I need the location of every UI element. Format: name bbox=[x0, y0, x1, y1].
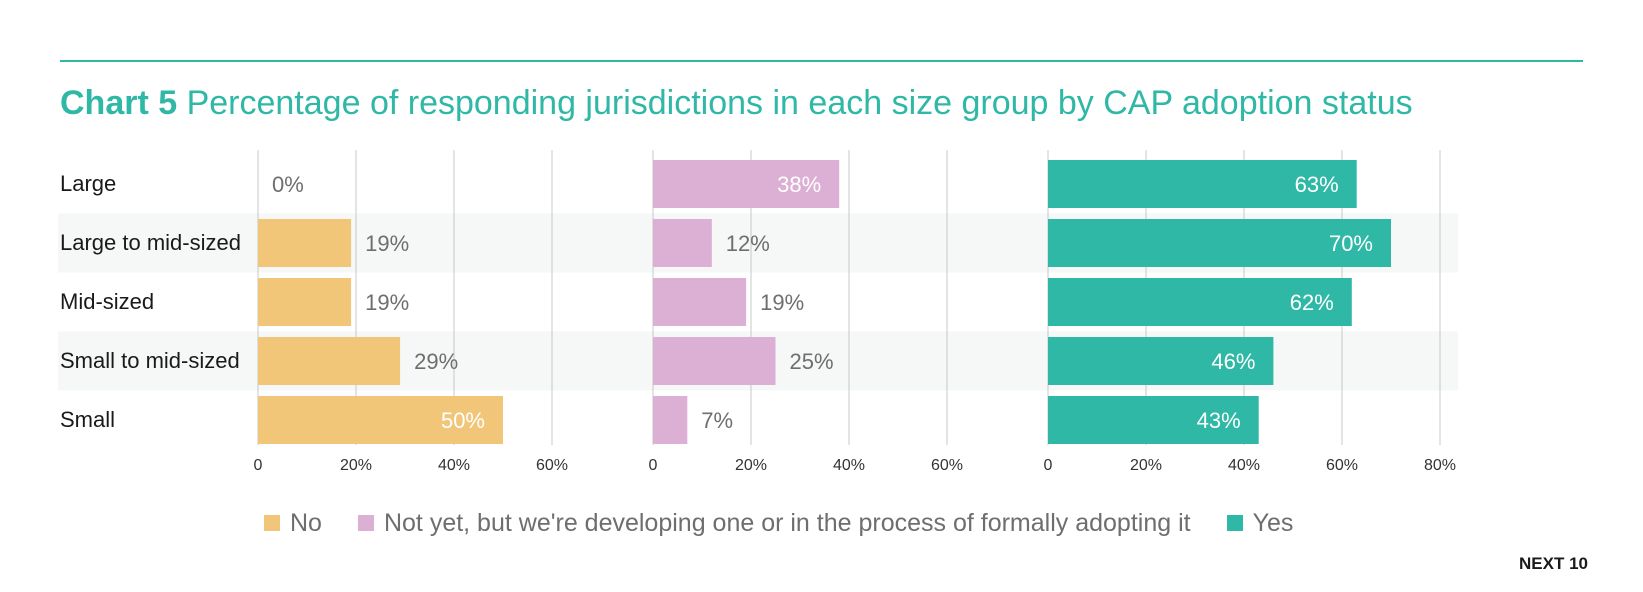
data-label: 29% bbox=[414, 349, 458, 374]
bar bbox=[653, 160, 840, 208]
legend-item-no: No bbox=[264, 509, 322, 538]
bar bbox=[1048, 160, 1357, 208]
legend-label-no: No bbox=[290, 508, 322, 537]
data-label: 50% bbox=[441, 408, 485, 433]
legend-swatch-not-yet bbox=[357, 515, 374, 531]
x-tick-label: 60% bbox=[931, 457, 963, 474]
bar bbox=[258, 219, 352, 267]
data-label: 19% bbox=[760, 290, 804, 315]
x-tick-label: 20% bbox=[1130, 457, 1162, 474]
category-label: Large to mid-sized bbox=[60, 230, 241, 255]
x-tick-label: 60% bbox=[536, 457, 568, 474]
bar bbox=[653, 337, 776, 385]
legend-item-yes: Yes bbox=[1226, 508, 1294, 538]
chart-title-text: Percentage of responding jurisdictions i… bbox=[186, 84, 1413, 122]
x-tick-label: 20% bbox=[735, 457, 767, 474]
legend-label-not-yet: Not yet, but we're developing one or in … bbox=[383, 508, 1191, 537]
data-label: 70% bbox=[1329, 231, 1373, 256]
x-tick-label: 60% bbox=[1326, 457, 1358, 474]
data-label: 25% bbox=[790, 349, 834, 374]
brand-logo: NEXT 10 bbox=[1519, 554, 1588, 573]
category-label: Small bbox=[60, 407, 115, 432]
x-tick-label: 20% bbox=[340, 457, 372, 474]
x-tick-label: 40% bbox=[1228, 457, 1260, 474]
x-tick-label: 0 bbox=[254, 457, 263, 474]
bar bbox=[258, 396, 503, 444]
data-label: 38% bbox=[777, 172, 821, 197]
chart-title: Chart 5 Percentage of responding jurisdi… bbox=[60, 84, 1413, 123]
legend: No Not yet, but we're developing one or … bbox=[264, 507, 1329, 539]
data-label: 43% bbox=[1197, 408, 1241, 433]
x-tick-label: 40% bbox=[438, 457, 470, 474]
legend-swatch-yes bbox=[1226, 515, 1243, 531]
bar bbox=[1048, 337, 1274, 385]
bar bbox=[258, 278, 352, 326]
legend-item-not-yet: Not yet, but we're developing one or in … bbox=[357, 508, 1191, 538]
x-tick-label: 80% bbox=[1424, 457, 1456, 474]
bar bbox=[653, 396, 688, 444]
bar bbox=[1048, 278, 1352, 326]
top-rule bbox=[60, 60, 1583, 62]
data-label: 46% bbox=[1211, 349, 1255, 374]
bar bbox=[258, 337, 401, 385]
category-label: Large bbox=[60, 171, 116, 196]
bar bbox=[653, 219, 712, 267]
data-label: 12% bbox=[726, 231, 770, 256]
data-label: 7% bbox=[701, 408, 733, 433]
legend-label-yes: Yes bbox=[1252, 508, 1294, 537]
data-label: 63% bbox=[1295, 172, 1339, 197]
data-label: 19% bbox=[365, 231, 409, 256]
bar bbox=[1048, 396, 1259, 444]
x-tick-label: 0 bbox=[649, 457, 658, 474]
data-label: 19% bbox=[365, 290, 409, 315]
category-label: Small to mid-sized bbox=[60, 348, 240, 373]
category-label: Mid-sized bbox=[60, 289, 154, 314]
bar bbox=[653, 278, 747, 326]
x-tick-label: 40% bbox=[833, 457, 865, 474]
bar bbox=[1048, 219, 1391, 267]
data-label: 62% bbox=[1290, 290, 1334, 315]
data-label: 0% bbox=[272, 172, 304, 197]
x-tick-label: 0 bbox=[1044, 457, 1053, 474]
chart-title-lead: Chart 5 bbox=[60, 84, 178, 122]
legend-swatch-no bbox=[264, 515, 280, 531]
